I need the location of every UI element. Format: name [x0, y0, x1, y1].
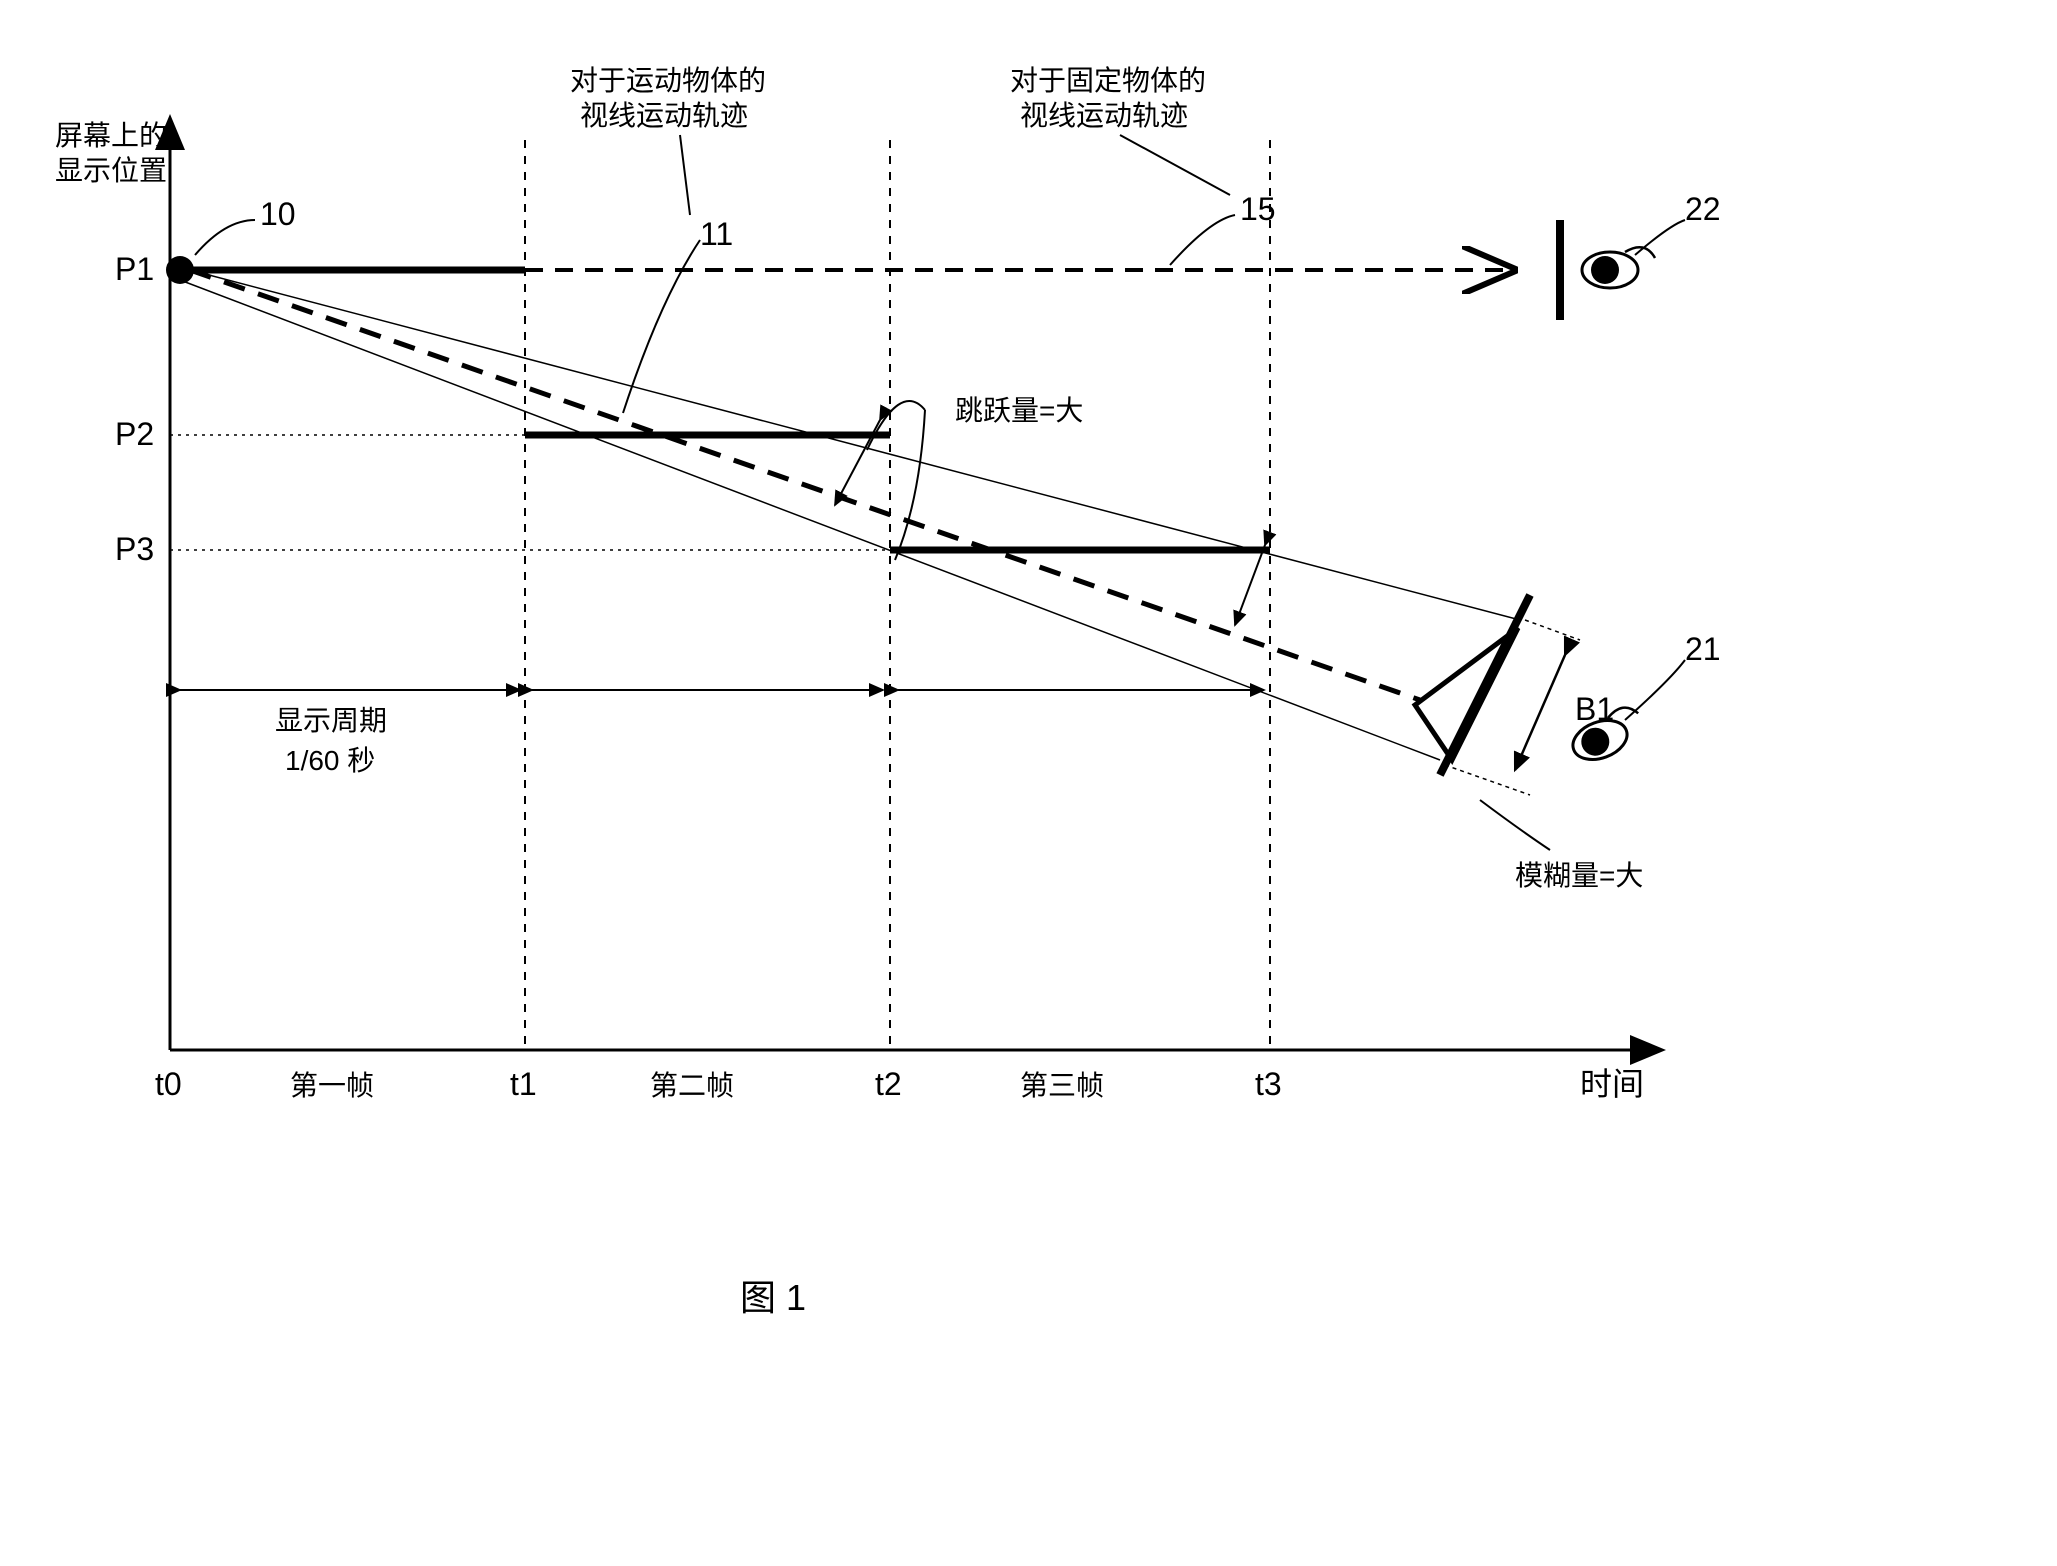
- b1-guide-top: [1525, 620, 1580, 640]
- callout-10-line: [195, 220, 255, 255]
- moving-trajectory: [190, 270, 1420, 700]
- tick-t3: t3: [1255, 1066, 1282, 1102]
- moving-eye-screen: [1440, 595, 1530, 775]
- jump-arrow-2: [1235, 545, 1265, 625]
- frame-label-1: 第一帧: [290, 1070, 374, 1101]
- eye-icon-fixed: [1582, 247, 1655, 288]
- b1-label: B1: [1575, 691, 1614, 727]
- blur-band-top: [190, 270, 1520, 620]
- fixed-traj-text-1: 对于固定物体的: [1010, 65, 1206, 96]
- jump-label: 跳跃量=大: [955, 395, 1083, 426]
- callout-15: 15: [1240, 191, 1276, 227]
- blur-callout-line: [1480, 800, 1550, 850]
- jump-callout-curve: [867, 401, 925, 560]
- origin-object-dot: [166, 256, 194, 284]
- callout-21-line: [1625, 660, 1685, 720]
- tick-t1: t1: [510, 1066, 537, 1102]
- fixed-traj-text-2: 视线运动轨迹: [1020, 100, 1188, 131]
- callout-22: 22: [1685, 191, 1721, 227]
- frame-label-3: 第三帧: [1020, 1070, 1104, 1101]
- b1-extent: [1515, 655, 1565, 770]
- frame-label-2: 第二帧: [650, 1070, 734, 1101]
- moving-traj-text-1: 对于运动物体的: [570, 65, 766, 96]
- fixed-traj-leader: [1120, 135, 1230, 195]
- diagram-svg: 屏幕上的 显示位置 P1 P2: [20, 20, 2057, 1546]
- callout-21: 21: [1685, 631, 1721, 667]
- callout-15-line: [1170, 215, 1235, 265]
- b1-guide-bot: [1445, 765, 1530, 795]
- y-axis-label-2: 显示位置: [55, 155, 167, 186]
- tick-p2: P2: [115, 416, 154, 452]
- blur-label: 模糊量=大: [1515, 860, 1643, 891]
- callout-11: 11: [700, 216, 733, 252]
- x-axis-label: 时间: [1580, 1066, 1644, 1102]
- tick-t2: t2: [875, 1066, 902, 1102]
- callout-22-line: [1635, 220, 1685, 255]
- display-period-label-2: 1/60 秒: [285, 745, 375, 776]
- figure-caption: 图 1: [740, 1277, 806, 1318]
- display-period-label-1: 显示周期: [275, 705, 387, 736]
- callout-10: 10: [260, 196, 296, 232]
- tick-t0: t0: [155, 1066, 182, 1102]
- tick-p1: P1: [115, 251, 154, 287]
- figure-container: 屏幕上的 显示位置 P1 P2: [20, 20, 2057, 1546]
- blur-band-bot: [180, 280, 1440, 760]
- moving-traj-leader: [680, 135, 690, 215]
- tick-p3: P3: [115, 531, 154, 567]
- moving-traj-text-2: 视线运动轨迹: [580, 100, 748, 131]
- y-axis-label-1: 屏幕上的: [55, 120, 167, 151]
